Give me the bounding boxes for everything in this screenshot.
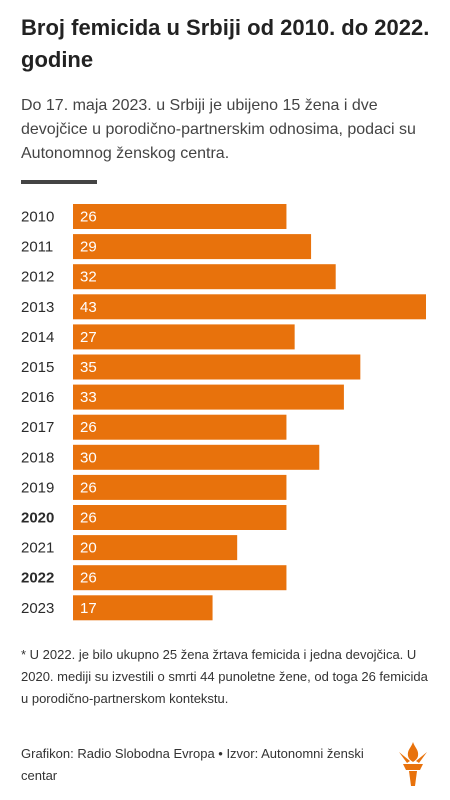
bar-2015 (73, 354, 361, 380)
bar-2011 (73, 234, 312, 260)
chart-credit: Grafikon: Radio Slobodna Evropa • Izvor:… (21, 746, 364, 783)
bar-2019 (73, 474, 287, 500)
category-label-2018: 2018 (21, 449, 54, 466)
chart-footnote: * U 2022. je bilo ukupno 25 žena žrtava … (21, 647, 428, 706)
bar-2014 (73, 324, 295, 350)
chart-title: Broj femicida u Srbiji od 2010. do 2022.… (21, 15, 430, 72)
category-label-2021: 2021 (21, 540, 54, 557)
category-label-2016: 2016 (21, 389, 54, 406)
bar-2013 (73, 294, 426, 320)
value-label-2017: 26 (80, 419, 97, 436)
bar-chart: 2010 26 2011 29 2012 32 2013 43 2014 27 2015 35 2016… (21, 204, 426, 621)
category-label-2020: 2020 (21, 510, 54, 527)
value-label-2021: 20 (80, 540, 97, 557)
value-label-2015: 35 (80, 359, 97, 376)
category-label-2015: 2015 (21, 359, 54, 376)
category-label-2013: 2013 (21, 299, 54, 316)
bar-2020 (73, 505, 287, 530)
bar-2018 (73, 444, 320, 470)
category-label-2019: 2019 (21, 479, 54, 496)
bar-2021 (73, 535, 238, 561)
category-label-2014: 2014 (21, 329, 54, 346)
bar-2012 (73, 264, 336, 290)
category-label-2017: 2017 (21, 419, 54, 436)
category-label-2011: 2011 (21, 239, 53, 256)
value-label-2019: 26 (80, 479, 97, 496)
chart-subtitle: Do 17. maja 2023. u Srbiji je ubijeno 15… (21, 97, 416, 162)
bar-2016 (73, 384, 344, 410)
bar-2010 (73, 204, 287, 229)
category-label-2012: 2012 (21, 269, 54, 286)
value-label-2023: 17 (80, 600, 97, 617)
bar-2022 (73, 565, 287, 591)
value-label-2013: 43 (80, 299, 97, 316)
category-label-2022: 2022 (21, 570, 54, 587)
value-label-2020: 26 (80, 510, 97, 527)
value-label-2018: 30 (80, 449, 97, 466)
bar-2017 (73, 414, 287, 440)
title-divider (21, 180, 97, 184)
value-label-2011: 29 (80, 239, 97, 256)
value-label-2022: 26 (80, 570, 97, 587)
value-label-2010: 26 (80, 209, 97, 226)
rfe-torch-icon (399, 742, 427, 786)
value-label-2012: 32 (80, 269, 97, 286)
category-label-2010: 2010 (21, 209, 54, 226)
value-label-2016: 33 (80, 389, 97, 406)
category-label-2023: 2023 (21, 600, 54, 617)
value-label-2014: 27 (80, 329, 97, 346)
bar-2023 (73, 595, 213, 621)
